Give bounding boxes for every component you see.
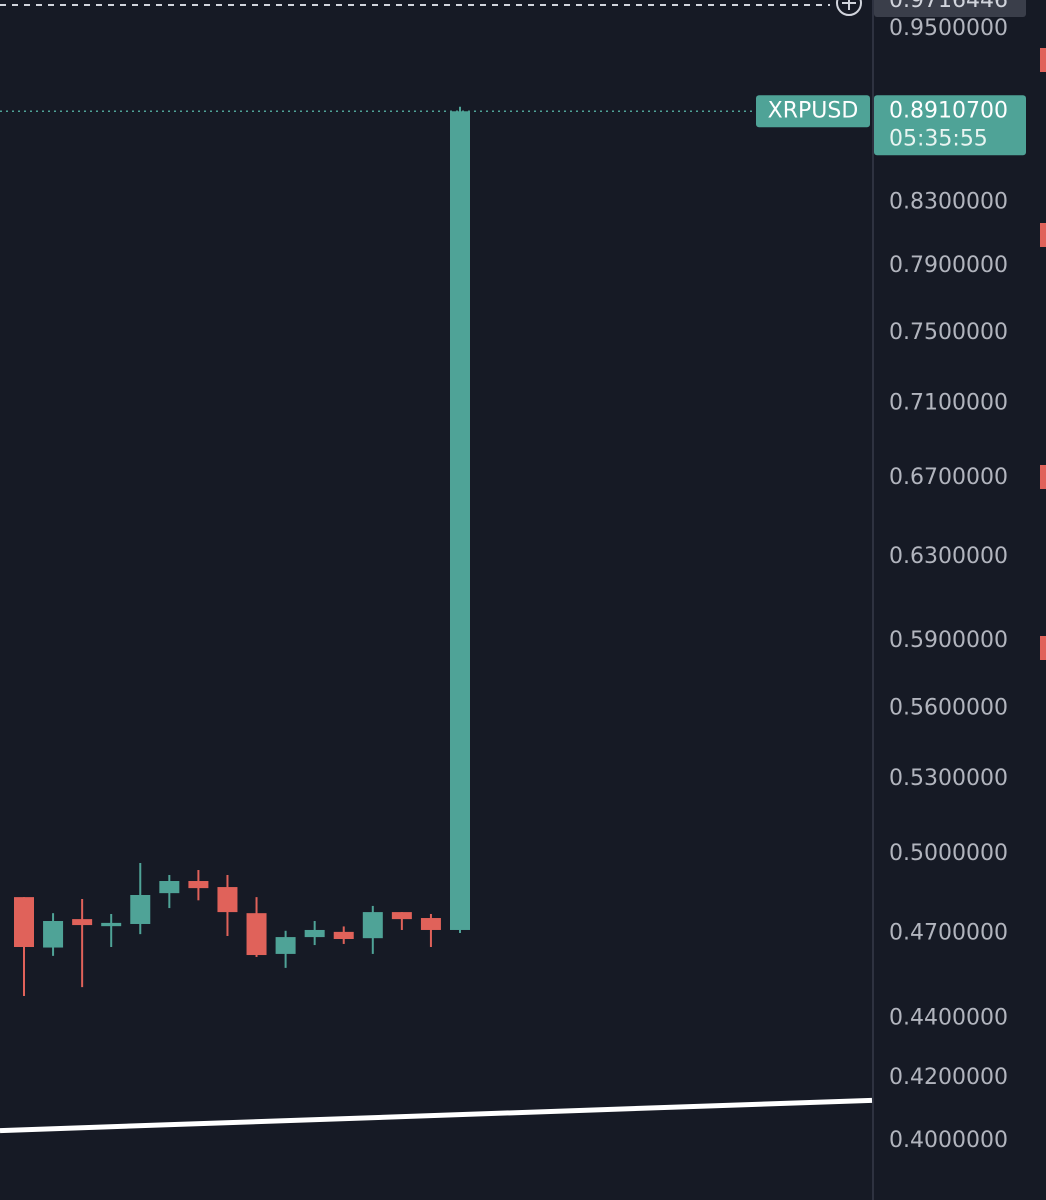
candle-body <box>450 111 470 930</box>
symbol-label-box <box>756 95 870 128</box>
countdown-label: 05:35:55 <box>889 126 988 151</box>
candle-body <box>275 937 296 954</box>
candle-body <box>188 881 209 889</box>
edge-marker <box>1040 223 1046 247</box>
y-tick-label: 0.7100000 <box>889 390 1008 415</box>
y-tick-label: 0.5600000 <box>889 695 1008 720</box>
candle-body <box>130 894 151 924</box>
candle-body <box>159 881 180 894</box>
candle-body <box>217 887 238 913</box>
y-tick-label: 0.8300000 <box>889 190 1008 215</box>
candle-body <box>43 921 64 948</box>
candle-body <box>101 922 122 927</box>
y-tick-label: 0.4700000 <box>889 921 1008 946</box>
price-label-box <box>874 0 1026 17</box>
y-tick-label: 0.5900000 <box>889 628 1008 653</box>
candle-body <box>333 931 354 940</box>
y-tick-label: 0.4200000 <box>889 1065 1008 1090</box>
add-button[interactable] <box>836 0 862 16</box>
trendline <box>0 1097 873 1134</box>
edge-marker <box>1040 636 1046 660</box>
candle-body <box>72 919 93 926</box>
price-label: 0.9716446 <box>889 0 1008 13</box>
y-tick-label: 0.4000000 <box>889 1128 1008 1153</box>
candle-body <box>391 912 412 920</box>
edge-marker <box>1040 48 1046 72</box>
plot: 0.9500000 0.8300000 0.7900000 0.7500000 0.71… <box>0 0 1026 1153</box>
edge-marker <box>1040 465 1046 489</box>
y-tick-label: 0.6300000 <box>889 544 1008 569</box>
candle-body <box>362 912 383 939</box>
price-label: 0.8910700 <box>889 98 1008 123</box>
y-tick-label: 0.5000000 <box>889 841 1008 866</box>
y-tick-label: 0.5300000 <box>889 766 1008 791</box>
candle-body <box>304 929 325 938</box>
y-tick-label: 0.9500000 <box>889 16 1008 41</box>
y-tick-label: 0.7500000 <box>889 320 1008 345</box>
candle-body <box>420 918 441 930</box>
candle-body <box>246 913 267 956</box>
candle-body <box>14 897 34 947</box>
y-tick-label: 0.6700000 <box>889 465 1008 490</box>
y-tick-label: 0.4400000 <box>889 1005 1008 1030</box>
y-tick-label: 0.7900000 <box>889 253 1008 278</box>
price-label-box <box>874 95 1026 156</box>
symbol-label: XRPUSD <box>768 98 859 123</box>
